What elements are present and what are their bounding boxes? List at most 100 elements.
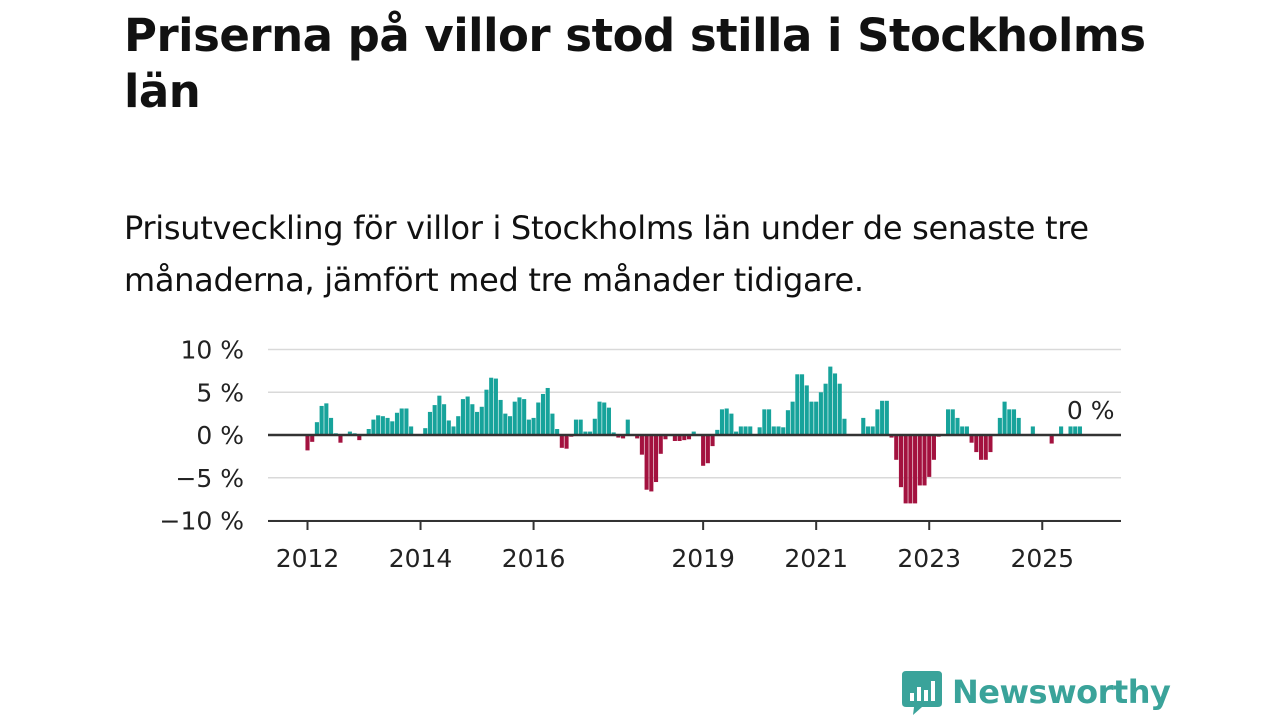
bar xyxy=(814,401,819,435)
bar xyxy=(908,435,913,504)
bar xyxy=(931,435,936,460)
bar xyxy=(922,435,927,486)
bar xyxy=(691,431,696,435)
bar xyxy=(880,400,885,435)
bar xyxy=(324,403,329,435)
bar xyxy=(997,417,1002,435)
bar xyxy=(762,409,767,435)
bar xyxy=(475,411,480,435)
bar xyxy=(484,389,489,435)
bar xyxy=(677,435,682,441)
bar xyxy=(724,408,729,435)
bar xyxy=(870,426,875,435)
y-tick-label: −10 % xyxy=(160,507,244,536)
bar xyxy=(978,435,984,460)
last-value-label: 0 % xyxy=(1067,396,1115,425)
bar xyxy=(621,435,626,439)
y-tick-label: 5 % xyxy=(196,378,244,407)
bar xyxy=(314,422,319,435)
brand-logo: Newsworthy xyxy=(902,668,1171,716)
bar xyxy=(771,426,776,435)
bar xyxy=(446,420,451,435)
bar xyxy=(1068,426,1073,435)
bar xyxy=(479,406,484,435)
bar xyxy=(715,429,720,435)
x-tick-label: 2021 xyxy=(784,544,848,573)
bar xyxy=(1077,426,1082,435)
bar xyxy=(503,413,508,435)
bar xyxy=(347,431,352,435)
bar xyxy=(710,435,715,447)
bar xyxy=(663,435,668,440)
bar xyxy=(493,378,498,435)
bar xyxy=(983,435,988,460)
bar xyxy=(875,409,880,435)
bar xyxy=(380,416,385,435)
bar xyxy=(743,426,748,435)
bar xyxy=(555,429,560,435)
bar xyxy=(1049,435,1054,444)
bar xyxy=(423,428,428,435)
bar xyxy=(470,404,475,435)
bar xyxy=(903,435,908,504)
bar xyxy=(988,435,993,453)
bar xyxy=(701,435,706,466)
bar xyxy=(442,404,447,435)
bar xyxy=(399,408,404,435)
last-value-label-halo: 0 % xyxy=(1067,396,1115,425)
bar xyxy=(583,431,588,435)
bar xyxy=(319,405,324,435)
bar xyxy=(550,413,555,435)
bar xyxy=(329,417,334,435)
bar xyxy=(837,383,842,435)
bar xyxy=(800,374,805,435)
bar xyxy=(540,393,546,435)
bar xyxy=(409,426,414,435)
bar xyxy=(790,401,795,435)
bar xyxy=(305,435,310,451)
bar-chart: 10 % 5 % 0 % −5 % −10 % 2012 2014 2016 2019 2021… xyxy=(160,336,1121,573)
bar xyxy=(804,385,809,435)
brand-name: Newsworthy xyxy=(952,673,1171,711)
bar xyxy=(748,426,753,435)
bar xyxy=(522,399,527,435)
bar xyxy=(738,426,743,435)
bar xyxy=(842,418,847,435)
bar xyxy=(828,366,833,435)
bar xyxy=(795,374,800,435)
bar xyxy=(781,427,786,435)
bar xyxy=(946,409,951,435)
bar xyxy=(734,431,739,435)
bar xyxy=(917,435,922,486)
bar xyxy=(517,397,522,435)
x-tick-label: 2014 xyxy=(389,544,453,573)
chart-title: Priserna på villor stod stilla i Stockho… xyxy=(124,9,1146,118)
annotations: 0 %0 % xyxy=(1064,393,1118,428)
x-axis-ticks: 2012 2014 2016 2019 2021 2023 2025 xyxy=(276,521,1074,573)
bar xyxy=(573,419,579,435)
bar xyxy=(531,417,536,435)
bar xyxy=(625,419,630,435)
chart-subtitle: Prisutveckling för villor i Stockholms l… xyxy=(124,209,1089,299)
bar xyxy=(465,396,470,435)
bar xyxy=(437,395,442,435)
bar xyxy=(653,435,659,483)
bar xyxy=(639,435,644,455)
bar xyxy=(1007,409,1012,435)
bar xyxy=(649,435,654,492)
bar xyxy=(404,408,409,435)
bar xyxy=(767,409,772,435)
y-axis-tick-labels: 10 % 5 % 0 % −5 % −10 % xyxy=(160,336,244,536)
bar xyxy=(460,399,465,435)
axes xyxy=(268,433,1121,522)
y-tick-label: 10 % xyxy=(180,336,244,365)
bar xyxy=(338,435,343,443)
bar xyxy=(427,411,433,435)
bar xyxy=(536,402,541,435)
bar xyxy=(394,412,400,435)
bar xyxy=(507,416,513,435)
bar xyxy=(456,416,461,435)
bar xyxy=(1030,426,1035,435)
bar xyxy=(616,435,621,438)
bar xyxy=(498,399,503,435)
